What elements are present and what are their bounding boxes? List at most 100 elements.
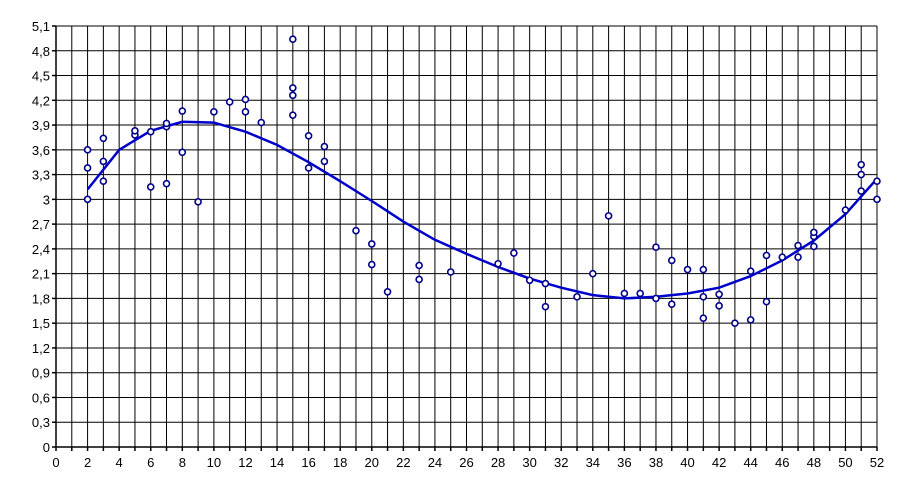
data-point xyxy=(857,170,866,179)
data-point xyxy=(604,212,613,220)
y-tick-label: 5,1 xyxy=(32,19,50,34)
data-point xyxy=(589,269,597,278)
data-point xyxy=(162,179,171,188)
data-point xyxy=(178,107,187,115)
x-tick-label: 44 xyxy=(743,455,757,470)
data-point xyxy=(667,300,676,308)
data-point xyxy=(415,275,423,284)
data-point xyxy=(446,268,455,276)
x-tick-label: 4 xyxy=(116,455,123,470)
data-point xyxy=(699,314,708,323)
y-tick-label: 4,8 xyxy=(32,44,50,59)
data-point xyxy=(99,157,108,166)
data-point xyxy=(352,226,360,235)
y-tick-label: 2,7 xyxy=(32,217,50,232)
x-tick-label: 40 xyxy=(680,455,694,470)
x-tick-label: 38 xyxy=(649,455,663,470)
data-point xyxy=(162,119,171,128)
y-tick-label: 0,6 xyxy=(32,390,50,405)
data-point xyxy=(778,253,787,261)
x-tick-label: 10 xyxy=(207,455,221,470)
y-tick-label: 2,1 xyxy=(32,267,50,282)
x-tick-label: 22 xyxy=(396,455,410,470)
data-point xyxy=(541,279,550,288)
data-point xyxy=(652,294,660,303)
x-tick-label: 34 xyxy=(586,455,600,470)
data-point xyxy=(683,265,692,274)
data-point xyxy=(652,243,660,252)
x-tick-label: 52 xyxy=(870,455,884,470)
data-point xyxy=(289,91,297,100)
x-tick-label: 32 xyxy=(554,455,568,470)
data-point xyxy=(241,95,250,104)
data-point xyxy=(810,242,818,251)
axes xyxy=(52,25,878,451)
data-point xyxy=(873,195,881,204)
data-point xyxy=(762,297,771,306)
data-point xyxy=(83,164,92,172)
data-point xyxy=(367,240,376,248)
y-tick-label: 1,2 xyxy=(32,341,50,356)
x-tick-label: 30 xyxy=(522,455,536,470)
y-tick-label: 3,9 xyxy=(32,118,50,133)
x-tick-label: 48 xyxy=(807,455,821,470)
data-point xyxy=(194,198,202,206)
data-point xyxy=(857,160,866,169)
data-point xyxy=(715,302,723,310)
data-point xyxy=(636,289,644,298)
data-point xyxy=(510,249,518,257)
data-point xyxy=(857,187,866,195)
data-points xyxy=(83,35,881,327)
x-tick-label: 28 xyxy=(491,455,505,470)
data-point xyxy=(289,111,297,119)
data-point xyxy=(83,146,92,154)
x-tick-label: 18 xyxy=(333,455,347,470)
data-point xyxy=(289,84,297,92)
data-point xyxy=(699,265,708,274)
x-tick-label: 46 xyxy=(775,455,789,470)
data-point xyxy=(289,35,297,44)
x-tick-label: 0 xyxy=(52,455,59,470)
data-point xyxy=(304,164,313,172)
y-tick-labels: 0 0,3 0,6 0,9 1,2 1,5 1,8 2,1 2,4 2,7 3 3,3 3,6 3,9 4,… xyxy=(32,19,50,455)
data-point xyxy=(383,288,392,296)
data-point xyxy=(731,319,739,327)
x-tick-label: 36 xyxy=(617,455,631,470)
x-tick-label: 16 xyxy=(301,455,315,470)
data-point xyxy=(746,316,755,324)
data-point xyxy=(367,260,376,269)
data-point xyxy=(794,241,802,250)
x-tick-labels: 0 2 4 6 8 10 12 14 16 18 20 22 24 26 28 30 32 34 36 38 40 42 4… xyxy=(52,455,884,470)
data-point xyxy=(573,292,581,301)
x-tick-label: 12 xyxy=(238,455,252,470)
data-point xyxy=(320,142,329,151)
y-tick-label: 2,4 xyxy=(32,242,50,257)
data-point xyxy=(794,253,802,261)
data-point xyxy=(746,267,755,275)
data-point xyxy=(146,127,155,136)
data-point xyxy=(699,292,708,301)
data-point xyxy=(178,148,187,157)
x-tick-label: 6 xyxy=(147,455,154,470)
x-tick-label: 8 xyxy=(179,455,186,470)
x-tick-label: 42 xyxy=(712,455,726,470)
y-tick-label: 3,3 xyxy=(32,168,50,183)
data-point xyxy=(525,276,534,285)
data-point xyxy=(873,177,881,185)
data-point xyxy=(146,183,155,191)
y-tick-label: 0,3 xyxy=(32,415,50,430)
data-point xyxy=(241,108,250,116)
data-point xyxy=(99,177,108,185)
trendline xyxy=(86,120,878,300)
trendline-curve xyxy=(86,120,878,300)
y-tick-label: 1,5 xyxy=(32,316,50,331)
x-tick-label: 14 xyxy=(270,455,284,470)
data-point xyxy=(810,228,818,237)
data-point xyxy=(210,108,218,116)
data-point xyxy=(257,118,266,127)
y-tick-label: 4,2 xyxy=(32,93,50,108)
y-tick-label: 0,9 xyxy=(32,366,50,381)
data-point xyxy=(225,98,234,106)
data-point xyxy=(541,302,550,311)
